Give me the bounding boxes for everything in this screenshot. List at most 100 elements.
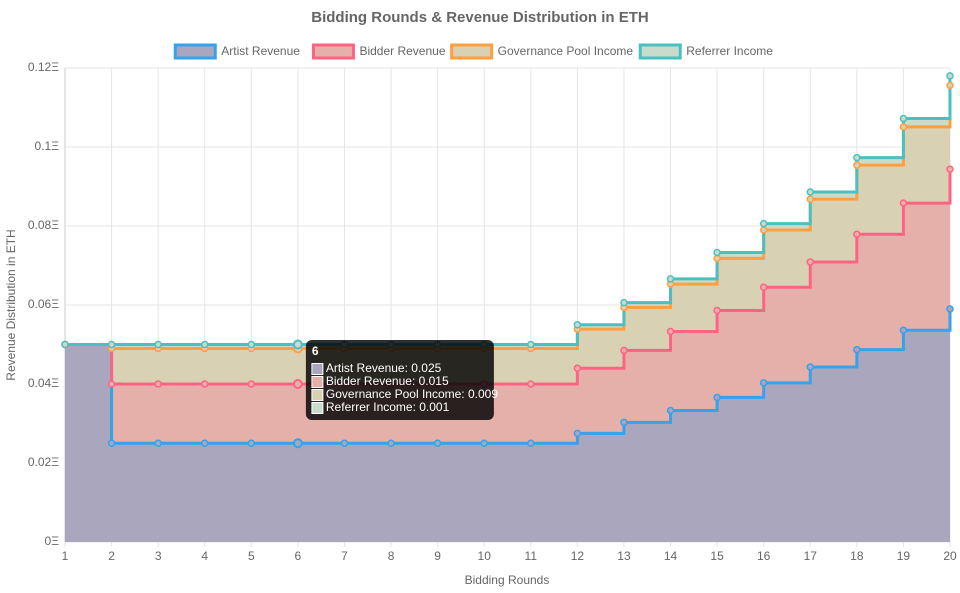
x-tick-label: 5 [248,549,255,563]
y-tick-label: 0Ξ [45,534,60,548]
x-tick-label: 15 [710,549,724,563]
data-point [107,340,116,349]
data-point [806,195,815,203]
tooltip-swatch [311,389,324,401]
data-point [154,340,162,349]
data-point [573,364,582,372]
data-point [853,345,861,354]
x-tick-label: 13 [617,549,631,563]
data-point [61,340,69,349]
y-tick-label: 0.08Ξ [28,218,59,232]
data-point [759,219,768,228]
legend-swatch [173,43,217,60]
data-point [527,380,535,388]
data-point [154,380,162,388]
y-tick-label: 0.12Ξ [28,60,59,74]
data-point [340,439,349,447]
x-tick-label: 3 [155,549,162,563]
x-tick-label: 18 [850,549,864,563]
x-tick-label: 20 [943,549,957,563]
data-point [107,380,116,388]
data-point [666,406,675,415]
chart-title: Bidding Rounds & Revenue Distribution in… [311,9,649,26]
data-point [946,305,954,313]
data-point [899,326,908,335]
x-tick-label: 17 [804,549,818,563]
data-point [666,275,675,283]
data-point [806,188,815,196]
y-tick-label: 0.02Ξ [28,455,59,469]
data-point [480,439,488,447]
data-point [433,439,442,447]
data-point [759,226,768,234]
data-point [946,165,954,173]
legend-label: Referrer Income [686,44,773,58]
tooltip-line: Referrer Income: 0.001 [326,400,450,414]
data-point [713,306,721,315]
x-tick-label: 19 [897,549,911,563]
data-point [154,439,162,447]
tooltip-line: Artist Revenue: 0.025 [326,361,442,375]
tooltip-swatch [311,376,324,388]
tooltip-title: 6 [312,344,319,358]
data-point [573,321,582,329]
data-point [899,199,908,207]
data-point [527,340,535,349]
legend-swatch [450,43,494,60]
data-point [247,439,256,447]
data-point [292,379,303,389]
data-point [247,340,256,349]
x-tick-label: 12 [571,549,585,563]
data-point [806,258,815,266]
data-point [713,248,721,257]
area [65,169,950,444]
data-point [666,327,675,336]
tooltip-box [305,340,494,420]
x-tick-label: 9 [434,549,441,563]
data-point [713,393,721,402]
data-point [759,283,768,291]
data-point [853,153,861,162]
legend-label: Artist Revenue [221,44,300,58]
data-point [527,439,535,447]
legend-swatch [311,43,355,60]
x-tick-label: 8 [388,549,395,563]
area [65,308,950,542]
x-tick-label: 7 [341,549,348,563]
data-point [200,380,209,388]
line [65,169,952,386]
y-axis-label: Revenue Distribution in ETH [4,229,18,380]
data-point [387,439,395,447]
data-point [946,81,954,90]
y-tick-label: 0.1Ξ [35,139,60,153]
x-axis-label: Bidding Rounds [465,573,550,587]
data-point [200,340,209,349]
x-tick-label: 10 [478,549,492,563]
data-point [853,230,861,239]
line [65,308,952,445]
x-tick-label: 6 [295,549,302,563]
tooltip-line: Bidder Revenue: 0.015 [326,374,449,388]
data-point [713,254,721,263]
data-point [759,379,768,387]
data-point [200,439,209,447]
tooltip-swatch [311,363,324,375]
data-point [806,363,815,371]
x-tick-label: 16 [757,549,771,563]
data-point [853,161,861,169]
data-point [620,298,628,307]
tooltip-swatch [311,402,324,414]
x-tick-label: 14 [664,549,678,563]
data-point [292,339,303,350]
tooltip-line: Governance Pool Income: 0.009 [326,387,498,401]
legend-swatch [638,43,682,60]
y-tick-label: 0.04Ξ [28,376,59,390]
data-point [247,380,256,388]
data-point [899,114,908,123]
data-point [946,72,954,80]
data-point [107,439,116,447]
x-tick-label: 11 [525,549,538,563]
legend-label: Bidder Revenue [359,44,445,58]
x-tick-label: 2 [108,549,115,563]
